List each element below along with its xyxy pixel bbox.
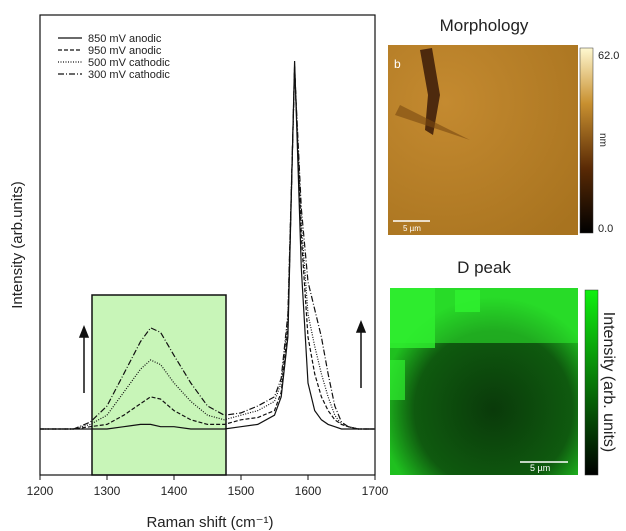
legend-label: 500 mV cathodic — [88, 57, 170, 69]
afm-image — [388, 45, 578, 235]
colorbar — [579, 47, 594, 234]
raman-map-features — [390, 288, 578, 400]
scale-bar-label: 5 µm — [403, 224, 421, 233]
colorbar-label: Intensity (arb. units) — [600, 312, 617, 453]
series-line — [40, 70, 375, 430]
colorbar-unit: nm — [597, 133, 608, 147]
panel-title: D peak — [457, 258, 511, 277]
x-tick-label: 1600 — [295, 484, 322, 498]
series-line — [40, 70, 375, 430]
panel-title: Morphology — [440, 16, 529, 35]
panel-label: b — [394, 57, 401, 71]
legend-label: 300 mV cathodic — [88, 69, 170, 81]
x-tick-label: 1200 — [27, 484, 54, 498]
x-tick-label: 1700 — [362, 484, 389, 498]
colorbar-min: 0.0 — [598, 223, 613, 235]
plot-frame — [39, 14, 376, 476]
x-tick-label: 1500 — [228, 484, 255, 498]
colorbar — [584, 289, 599, 476]
x-tick-label: 1400 — [161, 484, 188, 498]
legend-label: 950 mV anodic — [88, 45, 162, 57]
colorbar-max: 62.0 — [598, 50, 619, 62]
series-line — [40, 60, 375, 430]
y-axis-label: Intensity (arb.units) — [9, 181, 26, 309]
chart: 1200 1300 1400 1500 1600 1700 850 mV anodic950… — [27, 33, 389, 498]
scale-bar-label: 5 µm — [530, 463, 550, 473]
afm-features — [395, 48, 470, 140]
highlight-region — [91, 294, 227, 476]
series-line — [40, 65, 375, 430]
arrows — [78, 319, 367, 393]
legend-label: 850 mV anodic — [88, 33, 162, 45]
x-axis-label: Raman shift (cm⁻¹) — [146, 514, 273, 531]
x-tick-label: 1300 — [94, 484, 121, 498]
